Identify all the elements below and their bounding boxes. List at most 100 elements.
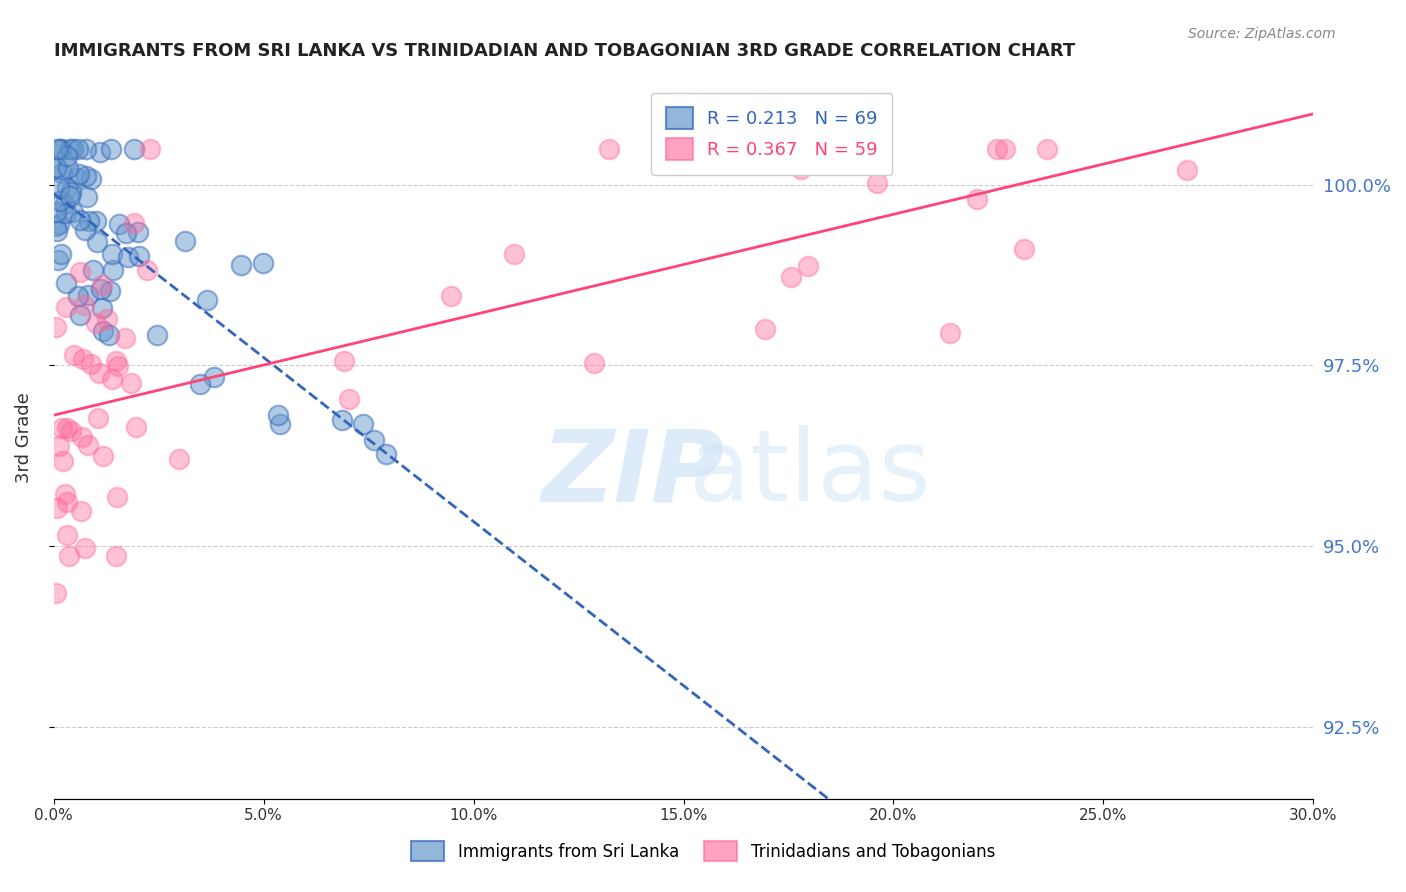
Point xyxy=(104,354,127,368)
Point xyxy=(124,419,146,434)
Point xyxy=(231,258,253,272)
Point xyxy=(69,265,91,279)
Point xyxy=(104,549,127,563)
Point xyxy=(330,413,353,427)
Point xyxy=(91,450,114,464)
Point xyxy=(59,424,82,438)
Point xyxy=(86,235,108,249)
Point xyxy=(55,197,77,211)
Point xyxy=(1175,163,1198,178)
Point xyxy=(1012,242,1035,256)
Point xyxy=(53,486,76,500)
Point xyxy=(503,247,526,261)
Point xyxy=(73,298,96,312)
Point xyxy=(89,145,111,160)
Point xyxy=(73,541,96,556)
Point xyxy=(69,308,91,322)
Point xyxy=(69,212,91,227)
Legend: R = 0.213   N = 69, R = 0.367   N = 59: R = 0.213 N = 69, R = 0.367 N = 59 xyxy=(651,93,893,175)
Point xyxy=(66,142,89,156)
Point xyxy=(45,205,67,219)
Point xyxy=(62,142,84,156)
Point xyxy=(77,438,100,452)
Point xyxy=(138,142,160,156)
Point xyxy=(48,218,70,232)
Point xyxy=(45,319,67,334)
Point xyxy=(105,490,128,504)
Point xyxy=(75,142,97,156)
Point xyxy=(96,311,118,326)
Point xyxy=(202,370,225,384)
Point xyxy=(120,376,142,391)
Point xyxy=(72,430,94,444)
Point xyxy=(101,371,124,385)
Point xyxy=(67,167,90,181)
Point xyxy=(80,172,103,186)
Point xyxy=(267,408,290,422)
Point xyxy=(51,420,73,434)
Point xyxy=(98,284,121,298)
Point xyxy=(59,188,82,202)
Point xyxy=(58,161,80,176)
Point xyxy=(115,227,138,241)
Point xyxy=(49,142,72,156)
Point xyxy=(827,142,849,156)
Text: atlas: atlas xyxy=(689,425,931,523)
Point xyxy=(252,255,274,269)
Point xyxy=(101,263,124,277)
Point xyxy=(76,288,98,302)
Point xyxy=(55,206,77,220)
Point xyxy=(796,260,818,274)
Point xyxy=(754,321,776,335)
Point xyxy=(269,417,291,431)
Point xyxy=(82,262,104,277)
Point xyxy=(100,247,122,261)
Point xyxy=(114,331,136,345)
Text: ZIP: ZIP xyxy=(541,425,724,523)
Point xyxy=(108,217,131,231)
Point xyxy=(866,176,889,190)
Point xyxy=(97,327,120,342)
Point xyxy=(58,549,80,563)
Point xyxy=(188,377,211,392)
Point xyxy=(84,316,107,330)
Point xyxy=(48,181,70,195)
Point xyxy=(55,180,77,194)
Point xyxy=(66,170,89,185)
Point xyxy=(76,190,98,204)
Point xyxy=(93,325,115,339)
Point xyxy=(56,421,79,435)
Point xyxy=(986,142,1008,156)
Text: Source: ZipAtlas.com: Source: ZipAtlas.com xyxy=(1188,27,1336,41)
Point xyxy=(49,194,72,209)
Point xyxy=(55,495,77,509)
Point xyxy=(73,223,96,237)
Point xyxy=(1035,142,1057,156)
Point xyxy=(90,282,112,296)
Point xyxy=(87,366,110,380)
Point xyxy=(45,219,67,234)
Point xyxy=(62,205,84,219)
Point xyxy=(117,250,139,264)
Point xyxy=(56,149,79,163)
Point xyxy=(55,300,77,314)
Point xyxy=(45,500,67,515)
Point xyxy=(363,433,385,447)
Point xyxy=(90,277,112,292)
Point xyxy=(169,452,191,467)
Point xyxy=(45,160,67,174)
Point xyxy=(55,276,77,290)
Point xyxy=(939,326,962,341)
Point xyxy=(994,142,1017,156)
Point xyxy=(966,192,988,206)
Point xyxy=(128,249,150,263)
Point xyxy=(56,527,79,541)
Point xyxy=(107,359,129,374)
Legend: Immigrants from Sri Lanka, Trinidadians and Tobagonians: Immigrants from Sri Lanka, Trinidadians … xyxy=(398,828,1008,875)
Point xyxy=(136,262,159,277)
Point xyxy=(87,410,110,425)
Point xyxy=(439,289,461,303)
Point xyxy=(77,214,100,228)
Point xyxy=(195,293,218,307)
Point xyxy=(84,214,107,228)
